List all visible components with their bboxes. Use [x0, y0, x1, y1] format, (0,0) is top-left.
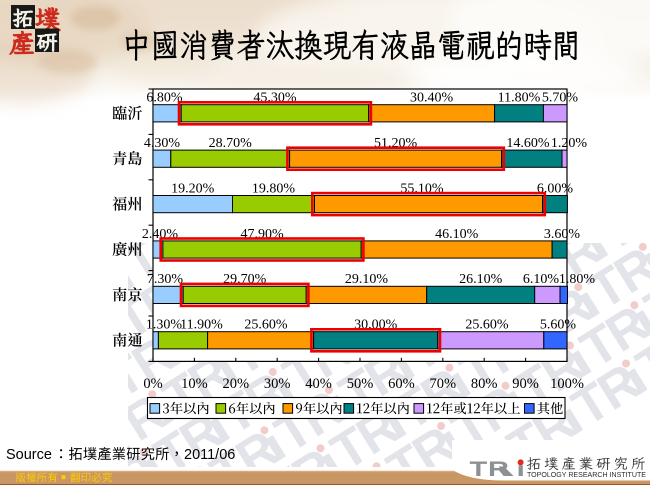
svg-text:20%: 20% [223, 376, 250, 392]
svg-text:25.60%: 25.60% [244, 318, 288, 333]
svg-text:70%: 70% [430, 376, 457, 392]
svg-text:19.80%: 19.80% [252, 181, 296, 196]
svg-text:26.10%: 26.10% [459, 272, 503, 287]
svg-text:2011/06: 2011/06 [184, 447, 235, 463]
svg-text:1.80%: 1.80% [559, 272, 596, 287]
svg-text:80%: 80% [471, 376, 498, 392]
svg-text:29.10%: 29.10% [345, 272, 389, 287]
svg-text:6.10%: 6.10% [523, 272, 560, 287]
svg-text:0%: 0% [143, 376, 162, 392]
svg-text:30%: 30% [264, 376, 291, 392]
svg-text:46.10%: 46.10% [435, 227, 479, 242]
svg-text:28.70%: 28.70% [209, 136, 253, 151]
svg-text:14.60%: 14.60% [506, 136, 550, 151]
svg-text:7.30%: 7.30% [147, 272, 184, 287]
svg-text:6.80%: 6.80% [146, 91, 183, 106]
svg-text:90%: 90% [512, 376, 539, 392]
svg-text:Source: Source [6, 447, 52, 463]
svg-text:19.20%: 19.20% [171, 181, 215, 196]
svg-text:1.30%: 1.30% [146, 318, 183, 333]
svg-text:4.30%: 4.30% [144, 136, 181, 151]
svg-text:50%: 50% [347, 376, 374, 392]
svg-text:3.60%: 3.60% [544, 227, 581, 242]
svg-text:1.20%: 1.20% [551, 136, 588, 151]
svg-text:11.80%: 11.80% [498, 91, 541, 106]
svg-text:10%: 10% [181, 376, 208, 392]
svg-text:30.40%: 30.40% [410, 91, 454, 106]
svg-text:100%: 100% [550, 376, 584, 392]
svg-text:5.60%: 5.60% [540, 318, 577, 333]
svg-text:TOPOLOGY RESEARCH INSTITUTE: TOPOLOGY RESEARCH INSTITUTE [527, 470, 646, 479]
svg-text:60%: 60% [388, 376, 415, 392]
svg-text:11.90%: 11.90% [180, 318, 223, 333]
svg-text:25.60%: 25.60% [465, 318, 509, 333]
svg-text:40%: 40% [305, 376, 332, 392]
svg-text:TR: TR [470, 457, 510, 481]
svg-text:5.70%: 5.70% [542, 91, 579, 106]
